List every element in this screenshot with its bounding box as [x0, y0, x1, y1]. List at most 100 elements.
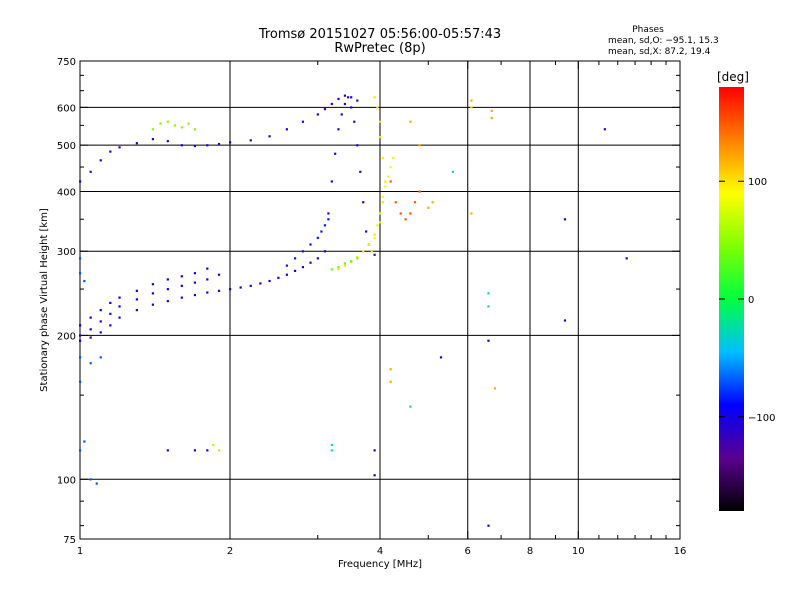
- data-point: [187, 122, 190, 125]
- data-point: [563, 319, 567, 322]
- x-tick-label: 8: [527, 546, 533, 557]
- data-point: [316, 236, 319, 240]
- data-point: [180, 144, 183, 147]
- data-point: [217, 289, 221, 292]
- data-point: [323, 250, 327, 253]
- data-point: [389, 180, 392, 183]
- data-point: [381, 157, 384, 160]
- colorbar-tick-label: 0: [748, 295, 754, 306]
- data-point: [370, 250, 373, 253]
- data-point: [109, 324, 112, 327]
- data-point: [379, 221, 382, 224]
- data-point: [301, 250, 305, 253]
- data-point: [337, 266, 340, 269]
- data-point: [320, 230, 323, 233]
- y-axis-label: Stationary phase Virtual Height [km]: [39, 208, 50, 392]
- data-point: [356, 257, 359, 260]
- data-point: [193, 281, 197, 284]
- data-point: [193, 293, 197, 297]
- data-point: [99, 331, 102, 334]
- data-point: [206, 291, 209, 294]
- grid-lines: [80, 61, 680, 539]
- x-tick-label: 4: [377, 546, 383, 557]
- data-point: [389, 166, 392, 169]
- data-point: [470, 212, 473, 215]
- data-point: [173, 124, 177, 127]
- data-point: [427, 206, 430, 209]
- data-point: [79, 324, 82, 327]
- data-point: [362, 250, 365, 253]
- data-point: [603, 128, 606, 131]
- data-point: [323, 224, 327, 227]
- data-point: [89, 336, 92, 339]
- data-point: [166, 449, 169, 452]
- data-point: [89, 478, 92, 481]
- data-point: [151, 283, 155, 286]
- data-point: [293, 257, 297, 260]
- data-point: [327, 218, 330, 221]
- data-point: [381, 195, 384, 198]
- y-tick-label: 75: [63, 535, 76, 546]
- data-point: [89, 362, 92, 365]
- data-point: [373, 253, 376, 256]
- data-point: [343, 262, 347, 265]
- data-point: [490, 109, 493, 113]
- data-point: [239, 286, 242, 289]
- data-point: [367, 243, 371, 246]
- colorbar-label: [deg]: [717, 70, 749, 84]
- data-point: [381, 201, 384, 204]
- data-point: [135, 309, 138, 312]
- data-point: [166, 278, 169, 281]
- data-point: [327, 212, 330, 215]
- data-point: [206, 144, 209, 147]
- data-point: [259, 282, 262, 285]
- data-point: [487, 292, 490, 295]
- y-tick-label: 400: [57, 187, 76, 198]
- data-point: [285, 273, 288, 276]
- data-point: [99, 159, 102, 162]
- x-tick-label: 10: [572, 546, 585, 557]
- axis-ticks: 1 2 4 6 8 10 16 75 100 200 300 400 500 600 750: [57, 57, 686, 557]
- data-point: [439, 356, 443, 359]
- data-point: [330, 268, 333, 271]
- data-point: [217, 142, 221, 146]
- data-point: [418, 144, 421, 147]
- data-point: [89, 170, 92, 173]
- data-point: [159, 122, 162, 125]
- stats-line-o: mean, sd,O: −95.1, 15.3: [608, 36, 719, 46]
- data-point: [118, 146, 121, 149]
- data-point: [386, 175, 390, 178]
- y-tick-label: 500: [57, 141, 76, 152]
- chart-title: Tromsø 20151027 05:56:00-05:57:43: [258, 27, 501, 42]
- data-point: [166, 288, 169, 291]
- data-point: [193, 128, 197, 131]
- data-point: [389, 380, 392, 383]
- data-point: [79, 257, 82, 260]
- data-point: [379, 120, 382, 123]
- x-tick-label: 2: [227, 546, 233, 557]
- data-point: [193, 272, 197, 275]
- data-point: [487, 524, 490, 527]
- data-point: [409, 120, 412, 123]
- data-point: [330, 180, 333, 183]
- data-point: [79, 334, 82, 337]
- data-point: [135, 298, 138, 301]
- data-point: [470, 99, 473, 102]
- data-point: [353, 120, 356, 123]
- data-point: [151, 292, 155, 295]
- data-point: [79, 339, 82, 342]
- data-point: [249, 139, 252, 142]
- x-axis-label: Frequency [MHz]: [338, 559, 422, 570]
- data-point: [379, 136, 382, 139]
- data-point: [384, 180, 387, 183]
- data-point: [330, 102, 333, 106]
- data-point: [404, 218, 407, 221]
- data-point: [229, 288, 232, 291]
- y-tick-label: 600: [57, 103, 76, 114]
- data-point: [487, 339, 490, 342]
- y-tick-label: 750: [57, 57, 76, 68]
- data-point: [309, 261, 312, 264]
- data-point: [389, 368, 392, 371]
- data-point: [166, 120, 169, 123]
- data-point: [334, 152, 337, 155]
